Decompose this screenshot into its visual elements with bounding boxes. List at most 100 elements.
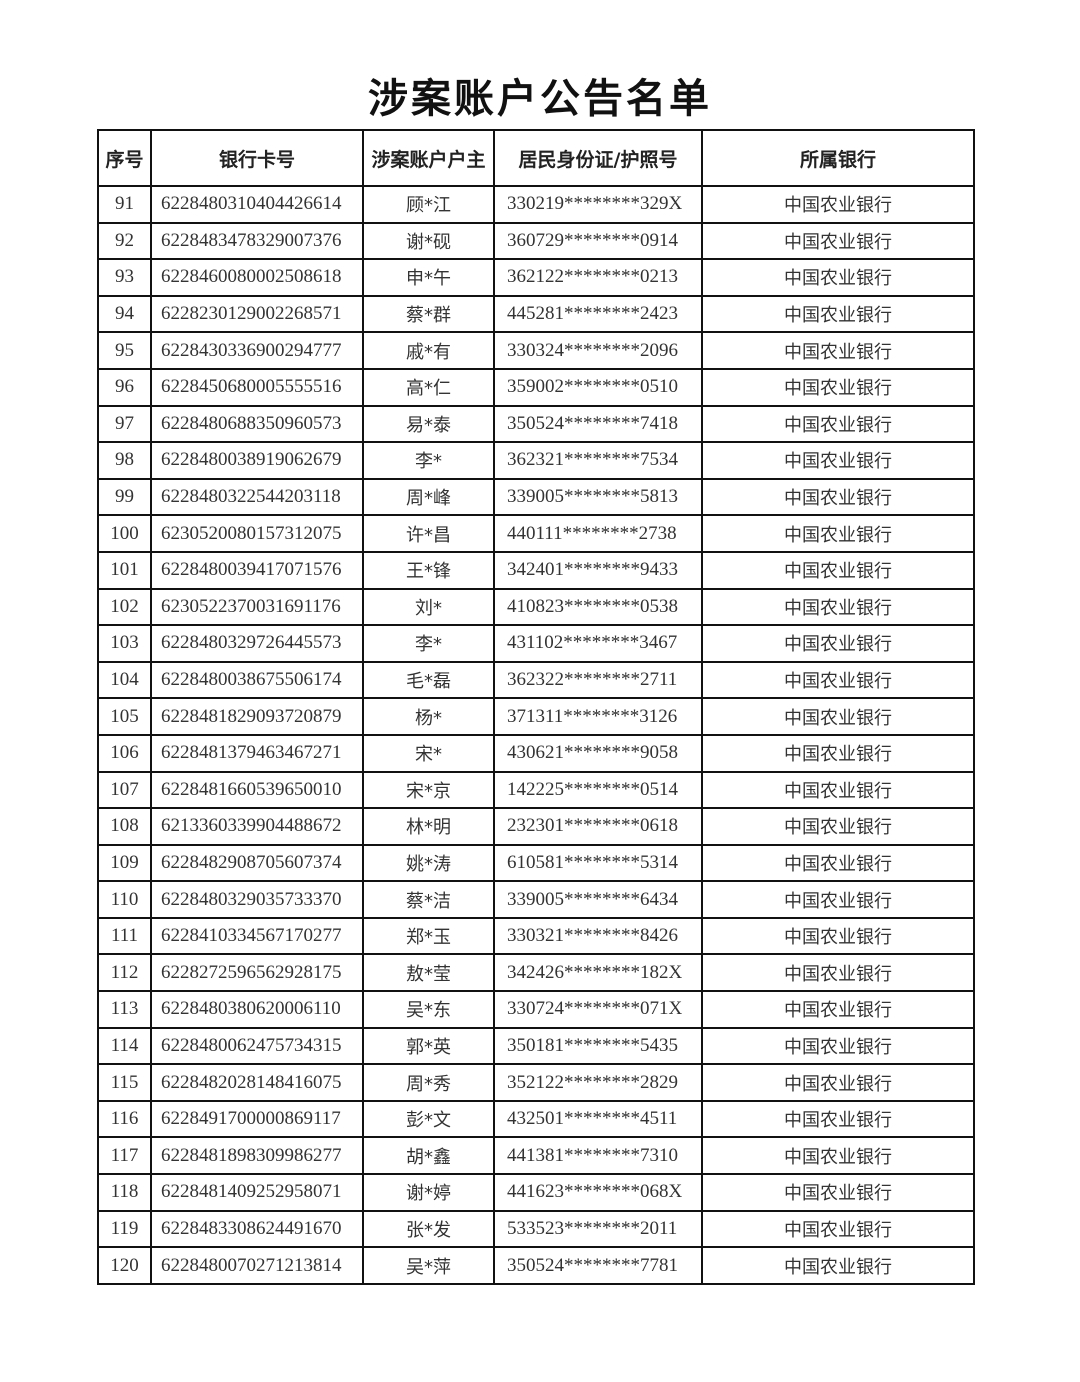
row-index: 102 <box>97 587 152 627</box>
table-row: 92 6228483478329007376 谢*砚 360729********09… <box>97 221 975 261</box>
table-row: 96 6228450680005555516 高*仁 359002********05… <box>97 367 975 407</box>
table-row: 107 6228481660539650010 宋*京 142225********0… <box>97 770 975 810</box>
table-row: 104 6228480038675506174 毛*磊 362322********2… <box>97 660 975 700</box>
bank-name: 中国农业银行 <box>701 697 975 736</box>
id-number: 362122********0213 <box>493 258 703 297</box>
id-number: 410823********0538 <box>493 587 703 627</box>
table-row: 111 6228410334567170277 郑*玉 330321********8… <box>97 916 975 956</box>
card-number: 6228460080002508618 <box>150 258 364 297</box>
table-row: 112 6228272596562928175 敖*莹 342426********1… <box>97 953 975 993</box>
id-number: 342401********9433 <box>493 550 703 590</box>
table-row: 93 6228460080002508618 申*午 362122********02… <box>97 258 975 297</box>
id-number: 339005********6434 <box>493 880 703 919</box>
account-holder: 申*午 <box>362 258 495 297</box>
bank-name: 中国农业银行 <box>701 331 975 370</box>
bank-name: 中国农业银行 <box>701 953 975 993</box>
header-id-number: 居民身份证/护照号 <box>493 129 703 187</box>
id-number: 142225********0514 <box>493 770 703 810</box>
bank-name: 中国农业银行 <box>701 587 975 627</box>
bank-name: 中国农业银行 <box>701 1026 975 1066</box>
card-number: 6228483308624491670 <box>150 1209 364 1249</box>
card-number: 6228480039417071576 <box>150 550 364 590</box>
card-number: 6228480038675506174 <box>150 660 364 700</box>
bank-name: 中国农业银行 <box>701 514 975 553</box>
bank-name: 中国农业银行 <box>701 807 975 846</box>
id-number: 533523********2011 <box>493 1209 703 1249</box>
id-number: 350524********7781 <box>493 1246 703 1285</box>
header-card-number: 银行卡号 <box>150 129 364 187</box>
table-row: 118 6228481409252958071 谢*婷 441623********0… <box>97 1173 975 1212</box>
bank-name: 中国农业银行 <box>701 404 975 444</box>
id-number: 350524********7418 <box>493 404 703 444</box>
account-holder: 宋* <box>362 733 495 773</box>
account-holder: 易*泰 <box>362 404 495 444</box>
card-number: 6228410334567170277 <box>150 916 364 956</box>
account-holder: 杨* <box>362 697 495 736</box>
bank-name: 中国农业银行 <box>701 990 975 1029</box>
table-row: 120 6228480070271213814 吴*萍 350524********7… <box>97 1246 975 1285</box>
bank-name: 中国农业银行 <box>701 1099 975 1139</box>
account-holder: 胡*鑫 <box>362 1136 495 1176</box>
account-holder: 周*峰 <box>362 477 495 517</box>
row-index: 113 <box>97 990 152 1029</box>
account-holder: 彭*文 <box>362 1099 495 1139</box>
bank-name: 中国农业银行 <box>701 1063 975 1102</box>
row-index: 106 <box>97 733 152 773</box>
card-number: 6228483478329007376 <box>150 221 364 261</box>
table-row: 108 6213360339904488672 林*明 232301********0… <box>97 807 975 846</box>
account-table: 序号 银行卡号 涉案账户户主 居民身份证/护照号 所属银行 91 62284803… <box>97 129 975 1285</box>
card-number: 6228272596562928175 <box>150 953 364 993</box>
bank-name: 中国农业银行 <box>701 1136 975 1176</box>
account-holder: 顾*江 <box>362 185 495 224</box>
table-row: 98 6228480038919062679 李* 362321********753… <box>97 441 975 480</box>
bank-name: 中国农业银行 <box>701 185 975 224</box>
account-holder: 刘* <box>362 587 495 627</box>
id-number: 330324********2096 <box>493 331 703 370</box>
card-number: 6228450680005555516 <box>150 367 364 407</box>
table-row: 115 6228482028148416075 周*秀 352122********2… <box>97 1063 975 1102</box>
table-body: 91 6228480310404426614 顾*江 330219********32… <box>97 185 975 1285</box>
card-number: 6228480062475734315 <box>150 1026 364 1066</box>
bank-name: 中国农业银行 <box>701 1246 975 1285</box>
id-number: 330724********071X <box>493 990 703 1029</box>
id-number: 431102********3467 <box>493 624 703 663</box>
bank-name: 中国农业银行 <box>701 770 975 810</box>
bank-name: 中国农业银行 <box>701 221 975 261</box>
bank-name: 中国农业银行 <box>701 843 975 883</box>
id-number: 232301********0618 <box>493 807 703 846</box>
id-number: 360729********0914 <box>493 221 703 261</box>
table-row: 91 6228480310404426614 顾*江 330219********32… <box>97 185 975 224</box>
id-number: 445281********2423 <box>493 294 703 334</box>
table-row: 110 6228480329035733370 蔡*洁 339005********6… <box>97 880 975 919</box>
card-number: 6230520080157312075 <box>150 514 364 553</box>
bank-name: 中国农业银行 <box>701 624 975 663</box>
id-number: 440111********2738 <box>493 514 703 553</box>
id-number: 362321********7534 <box>493 441 703 480</box>
bank-name: 中国农业银行 <box>701 550 975 590</box>
account-holder: 谢*婷 <box>362 1173 495 1212</box>
card-number: 6228481898309986277 <box>150 1136 364 1176</box>
table-header-row: 序号 银行卡号 涉案账户户主 居民身份证/护照号 所属银行 <box>97 129 975 187</box>
row-index: 91 <box>97 185 152 224</box>
table-row: 106 6228481379463467271 宋* 430621********90… <box>97 733 975 773</box>
bank-name: 中国农业银行 <box>701 477 975 517</box>
bank-name: 中国农业银行 <box>701 1209 975 1249</box>
account-holder: 周*秀 <box>362 1063 495 1102</box>
row-index: 115 <box>97 1063 152 1102</box>
header-index: 序号 <box>97 129 152 187</box>
id-number: 342426********182X <box>493 953 703 993</box>
row-index: 118 <box>97 1173 152 1212</box>
row-index: 96 <box>97 367 152 407</box>
row-index: 114 <box>97 1026 152 1066</box>
account-holder: 蔡*洁 <box>362 880 495 919</box>
row-index: 103 <box>97 624 152 663</box>
card-number: 6228481409252958071 <box>150 1173 364 1212</box>
id-number: 430621********9058 <box>493 733 703 773</box>
card-number: 6213360339904488672 <box>150 807 364 846</box>
row-index: 107 <box>97 770 152 810</box>
row-index: 92 <box>97 221 152 261</box>
id-number: 330321********8426 <box>493 916 703 956</box>
row-index: 104 <box>97 660 152 700</box>
id-number: 610581********5314 <box>493 843 703 883</box>
row-index: 108 <box>97 807 152 846</box>
